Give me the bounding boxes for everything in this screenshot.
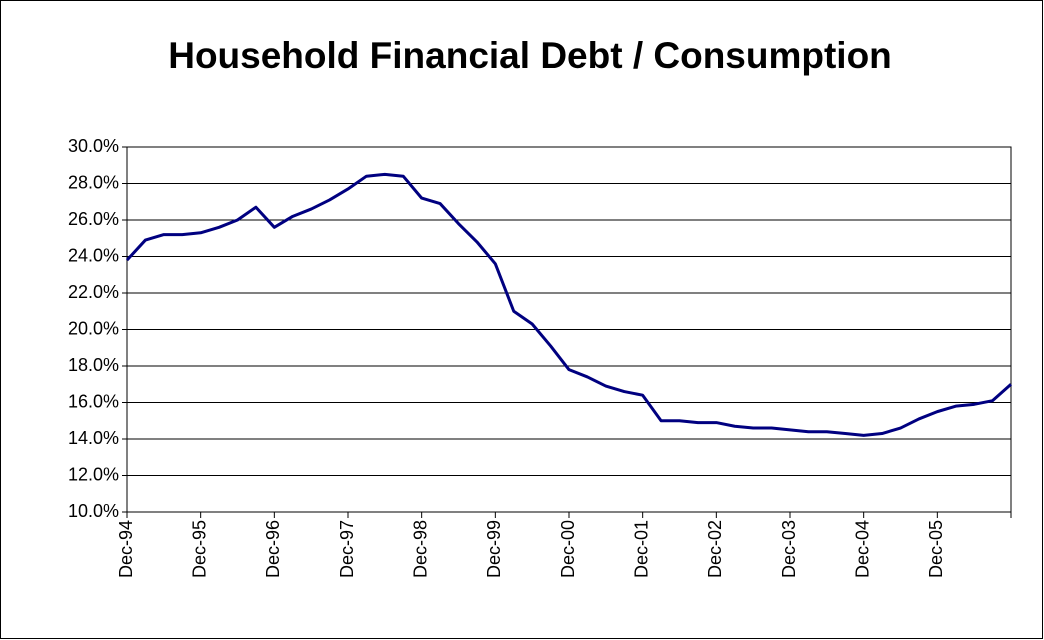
x-tick-label: Dec-01 (631, 520, 651, 578)
y-tick-label: 20.0% (68, 318, 119, 338)
y-tick-label: 28.0% (68, 172, 119, 192)
y-tick-label: 10.0% (68, 501, 119, 521)
x-tick-label: Dec-02 (705, 520, 725, 578)
y-tick-label: 14.0% (68, 428, 119, 448)
y-tick-label: 12.0% (68, 464, 119, 484)
y-tick-label: 22.0% (68, 282, 119, 302)
x-tick-label: Dec-04 (852, 520, 872, 578)
x-tick-label: Dec-03 (779, 520, 799, 578)
y-tick-label: 30.0% (68, 136, 119, 156)
x-tick-label: Dec-97 (337, 520, 357, 578)
y-tick-label: 16.0% (68, 391, 119, 411)
line-series (125, 172, 1012, 437)
y-tick-label: 24.0% (68, 245, 119, 265)
y-tick-label: 18.0% (68, 355, 119, 375)
x-tick-label: Dec-98 (410, 520, 430, 578)
x-tick-label: Dec-95 (189, 520, 209, 578)
chart-title: Household Financial Debt / Consumption (168, 35, 892, 76)
x-tick-label: Dec-94 (116, 520, 136, 578)
y-tick-label: 26.0% (68, 209, 119, 229)
x-tick-label: Dec-96 (263, 520, 283, 578)
x-tick-label: Dec-99 (484, 520, 504, 578)
x-tick-label: Dec-00 (558, 520, 578, 578)
x-tick-label: Dec-05 (926, 520, 946, 578)
